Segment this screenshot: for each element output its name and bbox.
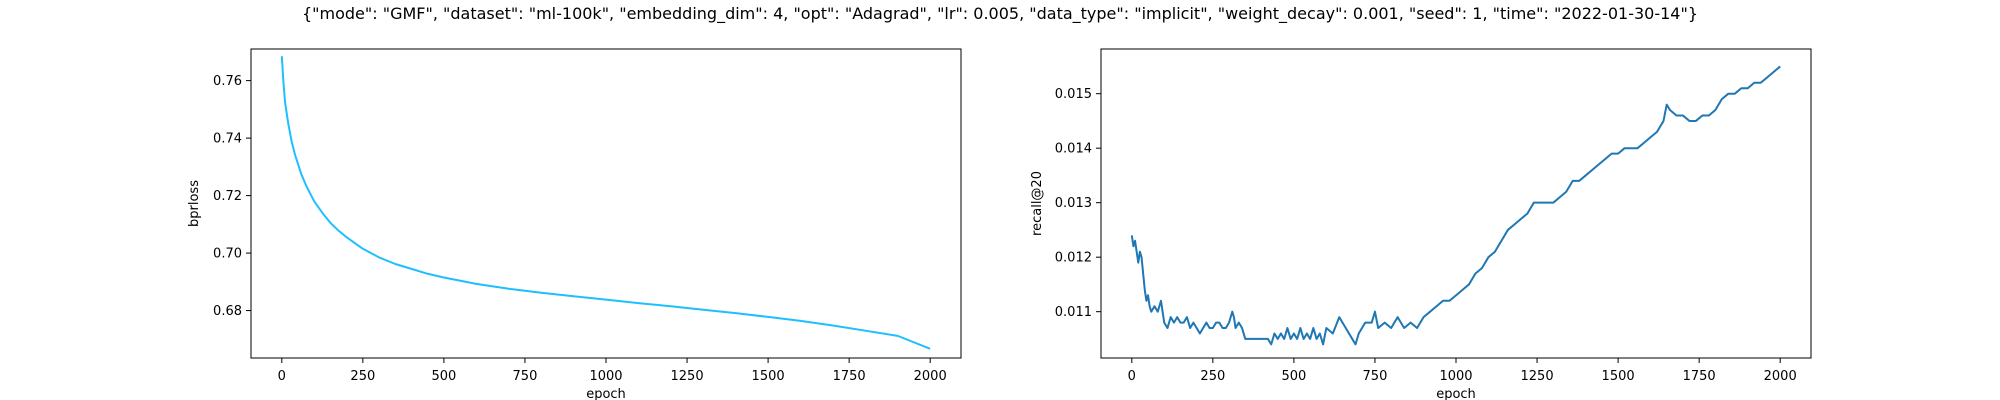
x-tick-label: 1750 bbox=[1683, 369, 1716, 384]
y-tick-label: 0.74 bbox=[213, 132, 242, 147]
y-tick-label: 0.015 bbox=[1055, 87, 1092, 102]
axes-frame bbox=[250, 48, 962, 359]
y-tick-label: 0.68 bbox=[213, 304, 242, 319]
x-axis-label: epoch bbox=[1436, 387, 1476, 400]
x-tick-label: 1750 bbox=[833, 369, 866, 384]
x-tick-label: 1500 bbox=[1602, 369, 1635, 384]
x-tick-label: 0 bbox=[278, 369, 286, 384]
x-tick-label: 1000 bbox=[1439, 369, 1472, 384]
series-line-0 bbox=[1130, 65, 1781, 346]
x-tick-label: 1250 bbox=[1521, 369, 1554, 384]
y-tick-label: 0.013 bbox=[1055, 196, 1092, 211]
y-tick-label: 0.011 bbox=[1055, 305, 1092, 320]
x-axis-label: epoch bbox=[586, 387, 626, 400]
y-tick-label: 0.70 bbox=[213, 247, 242, 262]
y-tick-label: 0.014 bbox=[1055, 142, 1092, 157]
x-tick-label: 250 bbox=[350, 369, 375, 384]
x-tick-label: 750 bbox=[513, 369, 538, 384]
x-tick-label: 0 bbox=[1128, 369, 1136, 384]
x-tick-label: 2000 bbox=[914, 369, 947, 384]
series-line-0 bbox=[280, 56, 931, 350]
x-tick-label: 1500 bbox=[752, 369, 785, 384]
bprloss-chart: 0 250 500 750 1000 1250 1500 1750 2000 0.68 0.70 0.… bbox=[187, 48, 962, 400]
y-tick-label: 0.72 bbox=[213, 189, 242, 204]
figure-title: {"mode": "GMF", "dataset": "ml-100k", "e… bbox=[301, 4, 1698, 23]
y-tick-label: 0.012 bbox=[1055, 251, 1092, 266]
x-tick-label: 2000 bbox=[1764, 369, 1797, 384]
axes-frame bbox=[1100, 48, 1812, 359]
x-tick-label: 500 bbox=[431, 369, 456, 384]
x-tick-label: 1000 bbox=[589, 369, 622, 384]
x-tick-label: 500 bbox=[1281, 369, 1306, 384]
y-tick-label: 0.76 bbox=[213, 74, 242, 89]
x-tick-label: 250 bbox=[1200, 369, 1225, 384]
x-tick-label: 1250 bbox=[671, 369, 704, 384]
y-axis-label: bprloss bbox=[187, 180, 202, 227]
recall-chart: 0 250 500 750 1000 1250 1500 1750 2000 0.011 0.012… bbox=[1030, 48, 1812, 400]
y-axis-label: recall@20 bbox=[1030, 171, 1045, 236]
x-tick-label: 750 bbox=[1363, 369, 1388, 384]
